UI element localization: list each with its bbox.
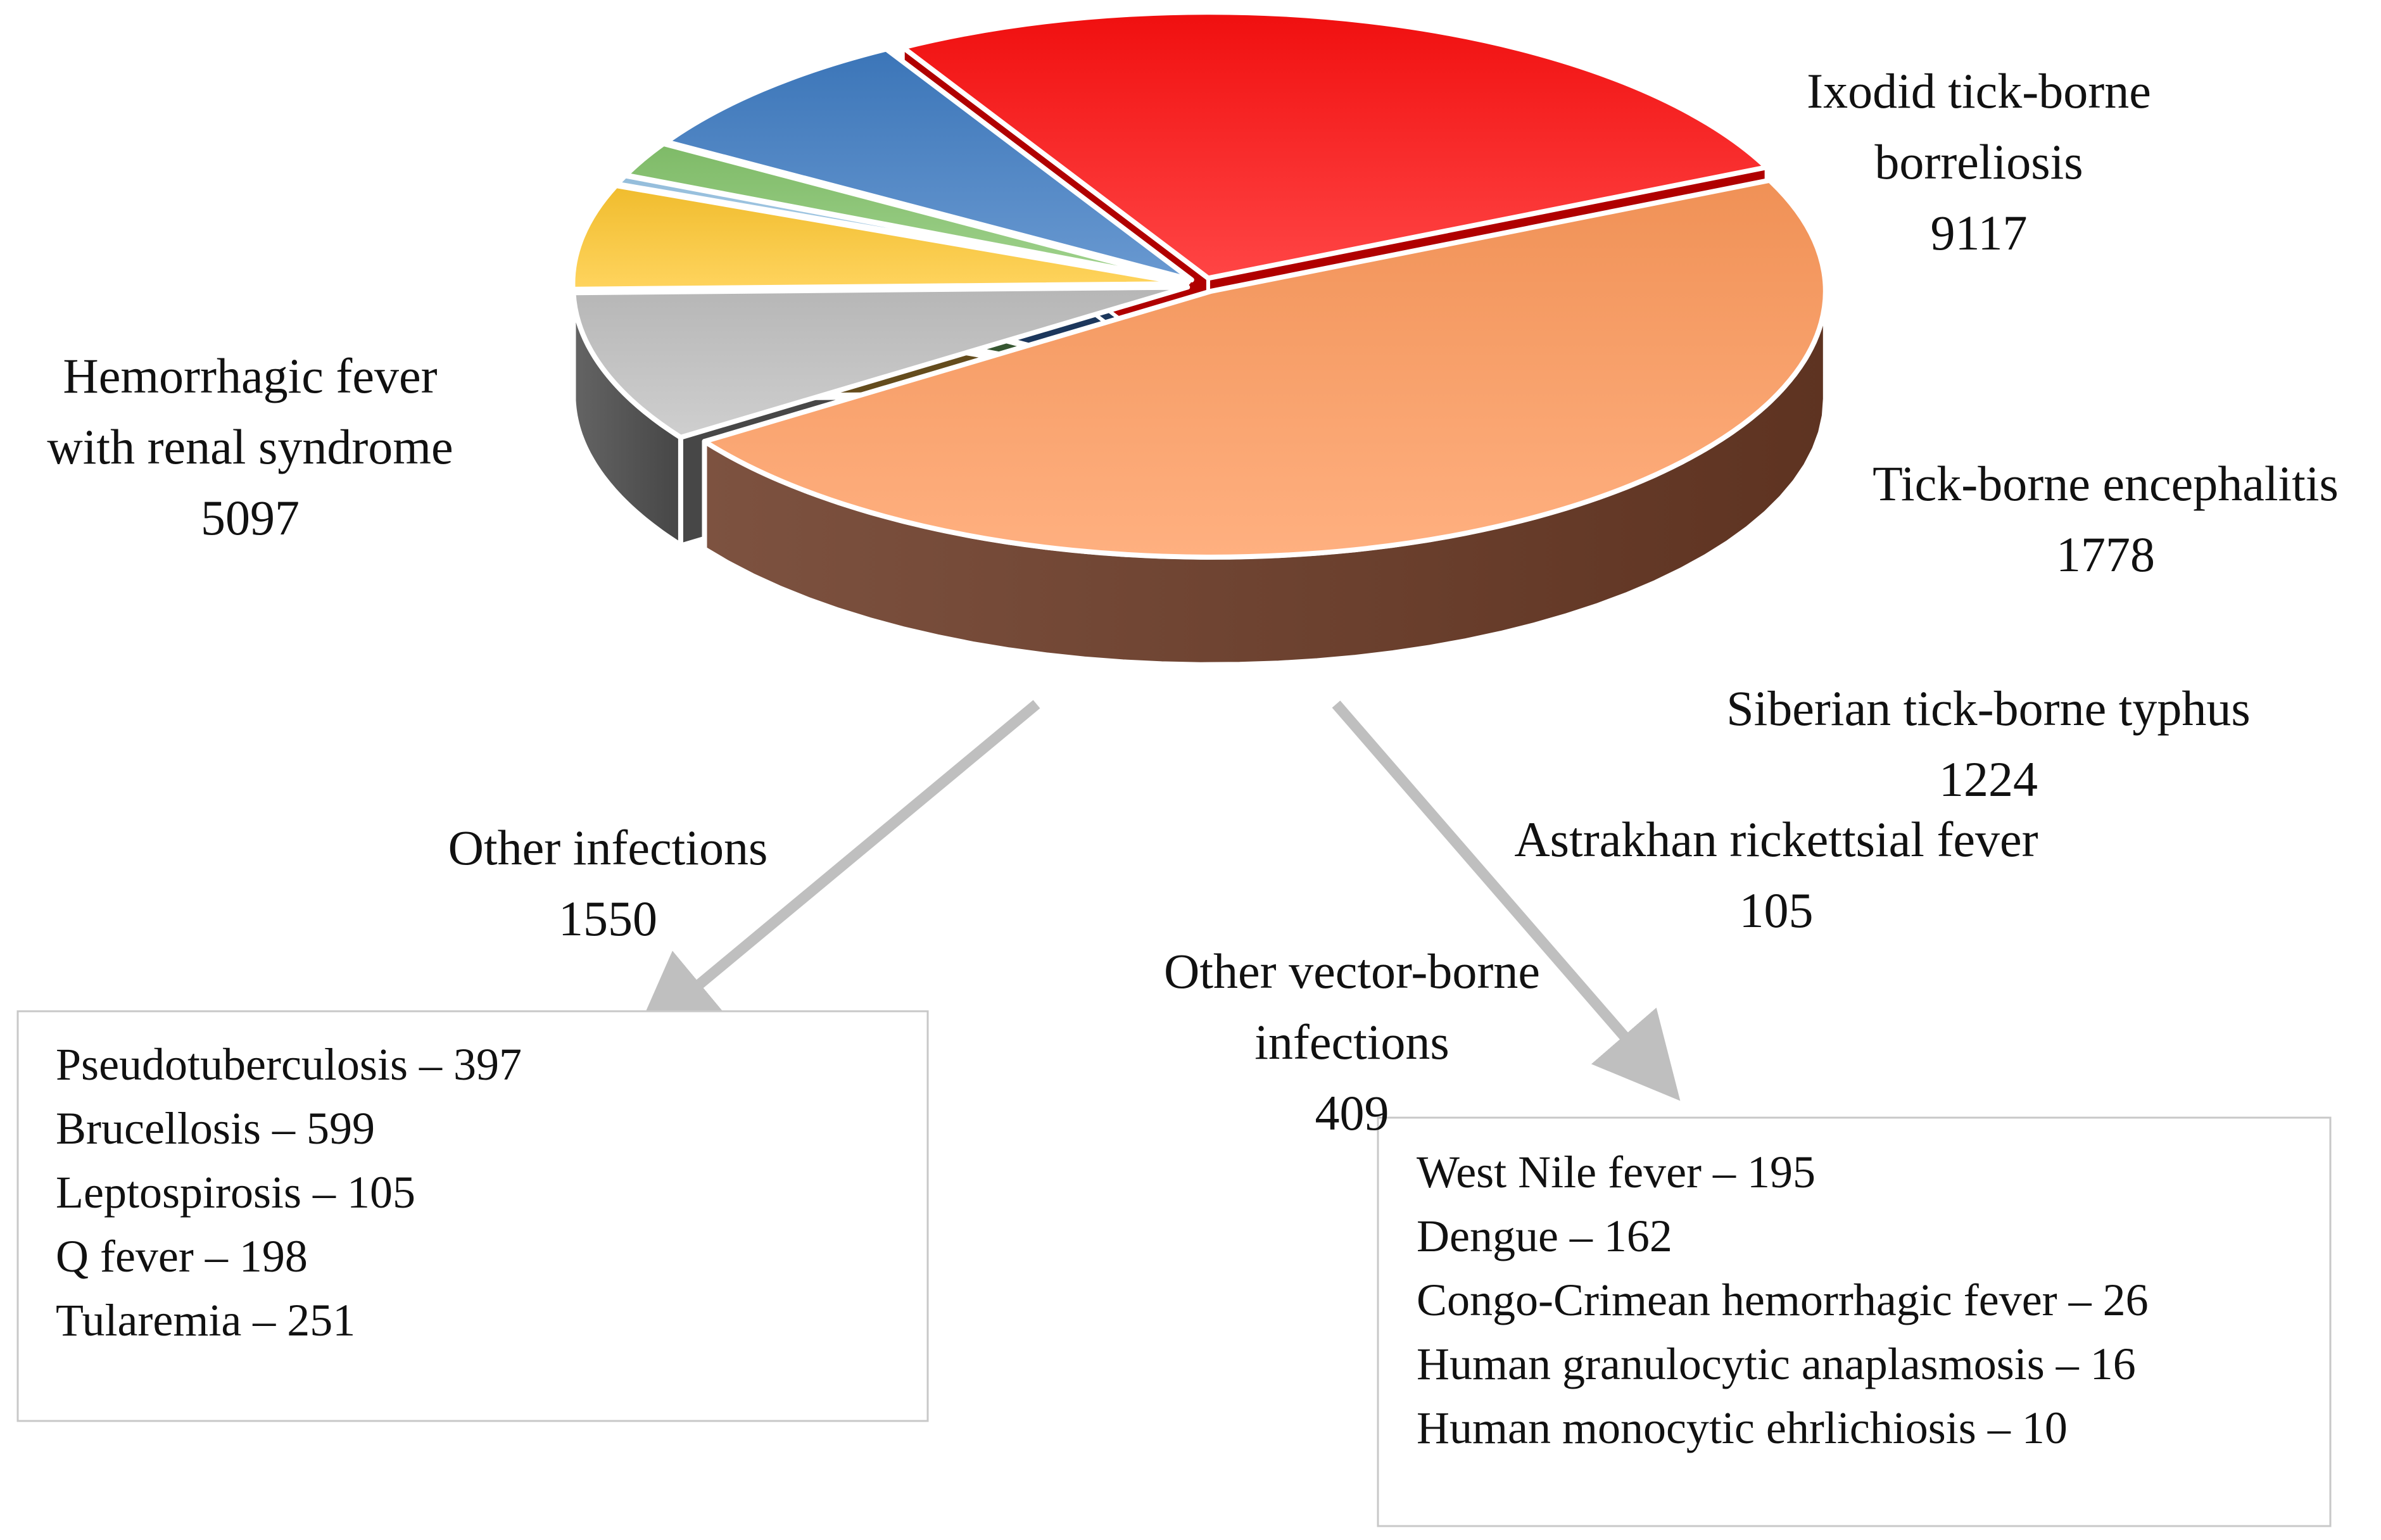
breakdown-item: Congo-Crimean hemorrhagic fever – 26 xyxy=(1417,1275,2149,1325)
label-astrakhan-rickettsial-fever: Astrakhan rickettsial fever 105 xyxy=(1514,812,2038,938)
arrow-other-infections xyxy=(633,700,1040,1039)
slice-other-vector-borne-infections xyxy=(623,141,1191,284)
breakdown-item: Tularemia – 251 xyxy=(56,1295,355,1346)
data-label-name: infections xyxy=(1254,1014,1449,1070)
breakdown-box-other-infections: Pseudotuberculosis – 397 Brucellosis – 59… xyxy=(16,1010,929,1422)
label-ixodid-tick-borne-borreliosis: Ixodid tick-borne borreliosis 9117 xyxy=(1807,63,2151,260)
slice-tick-borne-encephalitis xyxy=(571,284,1190,440)
data-label-value: 5097 xyxy=(201,490,300,545)
data-label-name: Astrakhan rickettsial fever xyxy=(1514,812,2038,867)
breakdown-item: Brucellosis – 599 xyxy=(56,1103,375,1154)
slice-ixodid-tick-borne-borreliosis xyxy=(702,177,1828,560)
breakdown-item: West Nile fever – 195 xyxy=(1417,1147,1816,1197)
slice-siberian-tick-borne-typhus xyxy=(570,183,1190,292)
breakdown-item: Human granulocytic anaplasmosis – 16 xyxy=(1417,1339,2136,1389)
label-hemorrhagic-fever-with-renal-syndrome: Hemorrhagic fever with renal syndrome 5097 xyxy=(47,348,453,545)
data-label-name: Other infections xyxy=(448,820,768,875)
slice-labels: Ixodid tick-borne borreliosis 9117 Tick-bor… xyxy=(47,63,2338,1140)
data-label-name: Tick-borne encephalitis xyxy=(1873,456,2339,511)
data-label-value: 409 xyxy=(1315,1085,1389,1140)
data-label-value: 105 xyxy=(1740,883,1814,938)
pie-layer xyxy=(570,9,1828,667)
breakdown-box-border xyxy=(16,1010,929,1422)
breakdown-box-other-vector-borne-infections: West Nile fever – 195 Dengue – 162 Congo-C… xyxy=(1377,1116,2332,1527)
label-other-infections: Other infections 1550 xyxy=(448,820,768,946)
breakdown-item: Pseudotuberculosis – 397 xyxy=(56,1039,522,1090)
breakdown-item: Leptospirosis – 105 xyxy=(56,1167,415,1218)
breakdown-item: Q fever – 198 xyxy=(56,1231,308,1282)
data-label-value: 1550 xyxy=(559,891,657,946)
data-label-name: Other vector-borne xyxy=(1164,944,1540,999)
data-label-name: Siberian tick-borne typhus xyxy=(1726,681,2251,736)
data-label-value: 9117 xyxy=(1930,205,2027,260)
slice-other-infections xyxy=(664,46,1194,282)
breakdown-item: Human monocytic ehrlichiosis – 10 xyxy=(1417,1403,2068,1453)
label-tick-borne-encephalitis: Tick-borne encephalitis 1778 xyxy=(1873,456,2339,582)
arrow-layer xyxy=(633,700,1681,1101)
breakdown-item: Dengue – 162 xyxy=(1417,1211,1672,1261)
label-siberian-tick-borne-typhus: Siberian tick-borne typhus 1224 xyxy=(1726,681,2251,807)
breakdown-boxes: Pseudotuberculosis – 397 Brucellosis – 59… xyxy=(16,1010,2332,1527)
breakdown-box-border xyxy=(1377,1116,2332,1527)
data-label-value: 1778 xyxy=(2056,527,2155,582)
data-label-value: 1224 xyxy=(1939,752,2038,807)
label-other-vector-borne-infections: Other vector-borne infections 409 xyxy=(1164,944,1540,1140)
arrow-other-vector-borne xyxy=(1332,700,1681,1101)
data-label-name: with renal syndrome xyxy=(47,419,453,474)
data-label-name: Ixodid tick-borne xyxy=(1807,63,2151,118)
slice-hemorrhagic-fever-with-renal-syndrome xyxy=(900,9,1769,281)
data-label-name: borreliosis xyxy=(1874,134,2083,189)
data-label-name: Hemorrhagic fever xyxy=(63,348,437,403)
